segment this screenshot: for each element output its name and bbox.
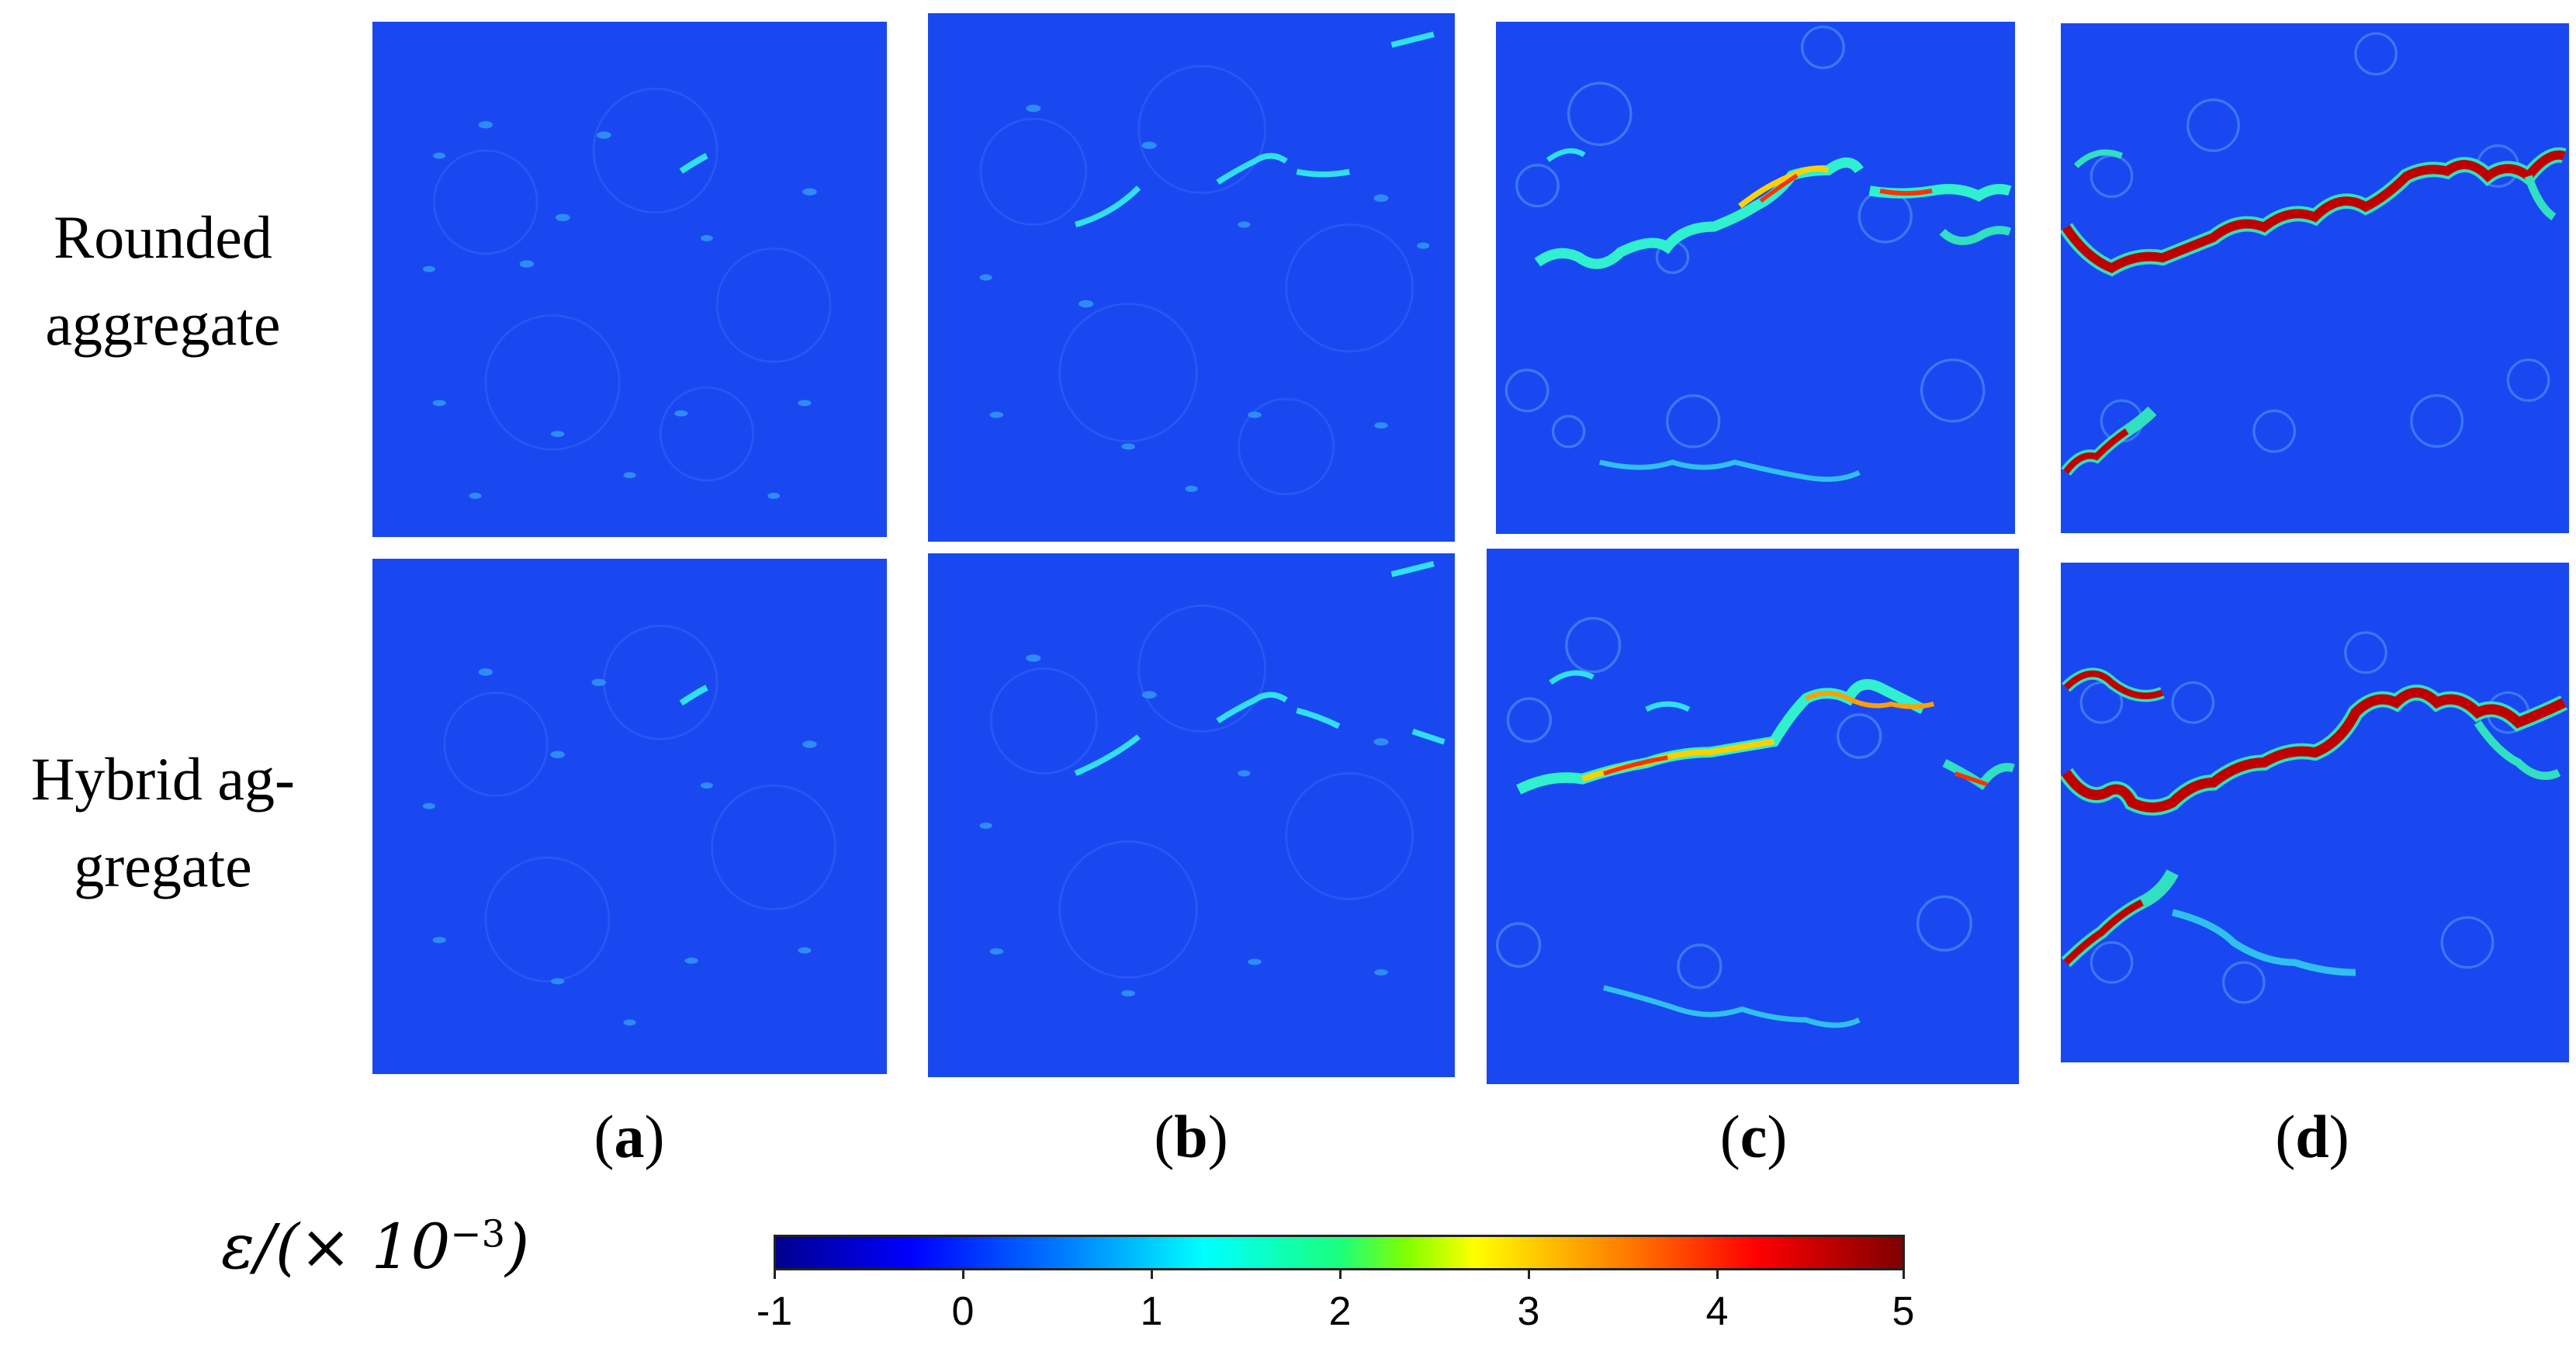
row-label-line1: Rounded: [54, 203, 272, 271]
colorbar-tick: [1339, 1270, 1342, 1279]
colorbar-tick: [774, 1270, 776, 1279]
colorbar-tick-label: -1: [756, 1289, 793, 1334]
colorbar-exponent: −3: [450, 1212, 506, 1256]
colorbar-tick-label: 2: [1328, 1289, 1352, 1334]
colorbar-tick: [1716, 1270, 1719, 1279]
row-label-rounded: Rounded aggregate: [16, 194, 310, 368]
caption-a: (a): [594, 1103, 665, 1170]
strain-map-rounded-b: [928, 13, 1455, 542]
strain-map-rounded-c: [1496, 22, 2015, 534]
colorbar-tick: [962, 1270, 964, 1279]
strain-map-hybrid-a: [372, 559, 887, 1074]
caption-letter: b: [1174, 1103, 1208, 1170]
strain-map-hybrid-b: [928, 553, 1455, 1077]
strain-map-rounded-d: [2061, 23, 2569, 533]
colorbar-tick-label: 4: [1705, 1289, 1729, 1334]
row-label-line2: gregate: [74, 832, 252, 899]
row-label-hybrid: Hybrid ag- gregate: [0, 736, 326, 910]
colorbar-tick-label: 3: [1517, 1289, 1540, 1334]
caption-letter: c: [1740, 1103, 1768, 1170]
strain-map-hybrid-d: [2061, 563, 2569, 1062]
caption-c: (c): [1719, 1103, 1788, 1170]
colorbar-tick: [1528, 1270, 1530, 1279]
row-label-line1: Hybrid ag-: [30, 745, 296, 813]
caption-d: (d): [2275, 1103, 2349, 1170]
colorbar-label: ε/(× 10−3): [221, 1211, 530, 1283]
colorbar-tick-label: 5: [1892, 1289, 1915, 1334]
strain-map-rounded-a: [372, 22, 887, 537]
caption-letter: d: [2295, 1103, 2329, 1170]
colorbar-tick: [1151, 1270, 1153, 1279]
colorbar: [774, 1235, 1905, 1270]
colorbar-tick: [1903, 1270, 1905, 1279]
caption-b: (b): [1154, 1103, 1228, 1170]
caption-letter: a: [614, 1103, 645, 1170]
colorbar-tick-label: 1: [1140, 1289, 1163, 1334]
colorbar-tick-label: 0: [951, 1289, 975, 1334]
row-label-line2: aggregate: [45, 290, 281, 358]
strain-map-hybrid-c: [1487, 549, 2019, 1084]
